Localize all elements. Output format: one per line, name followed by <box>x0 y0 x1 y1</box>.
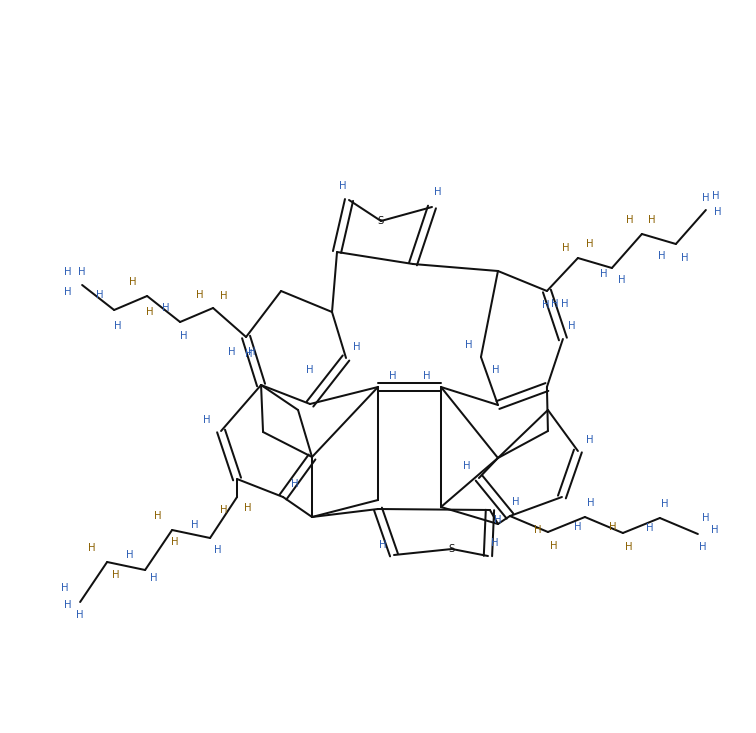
Text: H: H <box>181 331 187 341</box>
Text: H: H <box>569 321 575 331</box>
Text: H: H <box>191 520 199 530</box>
Text: H: H <box>154 511 162 521</box>
Text: H: H <box>64 287 72 297</box>
Text: H: H <box>618 275 626 285</box>
Text: H: H <box>465 340 472 350</box>
Text: H: H <box>714 207 721 217</box>
Text: H: H <box>214 545 222 555</box>
Text: H: H <box>600 269 608 279</box>
Text: H: H <box>61 583 69 593</box>
Text: H: H <box>512 497 519 507</box>
Text: H: H <box>491 538 499 548</box>
Text: H: H <box>699 542 707 552</box>
Text: H: H <box>172 537 179 547</box>
Text: H: H <box>64 600 72 610</box>
Text: H: H <box>96 290 104 300</box>
Text: S: S <box>449 544 455 554</box>
Text: H: H <box>626 215 634 225</box>
Text: H: H <box>306 365 314 375</box>
Text: H: H <box>562 243 570 253</box>
Text: H: H <box>76 610 84 620</box>
Text: H: H <box>648 215 655 225</box>
Text: H: H <box>339 181 347 191</box>
Text: H: H <box>551 299 559 309</box>
Text: H: H <box>163 303 170 313</box>
Text: H: H <box>147 307 154 317</box>
Text: H: H <box>587 498 595 508</box>
Text: H: H <box>702 193 710 203</box>
Text: H: H <box>88 543 96 553</box>
Text: S: S <box>378 216 384 226</box>
Text: H: H <box>658 251 665 261</box>
Text: H: H <box>150 573 158 583</box>
Text: H: H <box>561 299 569 309</box>
Text: H: H <box>244 503 252 513</box>
Text: H: H <box>625 542 633 552</box>
Text: H: H <box>550 541 558 551</box>
Text: H: H <box>228 347 236 357</box>
Text: H: H <box>353 342 361 352</box>
Text: H: H <box>423 371 431 381</box>
Text: H: H <box>389 371 397 381</box>
Text: H: H <box>245 349 253 359</box>
Text: H: H <box>542 300 550 310</box>
Text: H: H <box>203 415 211 425</box>
Text: H: H <box>586 239 593 249</box>
Text: H: H <box>380 540 387 550</box>
Text: H: H <box>702 513 710 523</box>
Text: H: H <box>113 570 120 580</box>
Text: H: H <box>646 523 654 533</box>
Text: H: H <box>712 191 720 201</box>
Text: H: H <box>534 525 542 535</box>
Text: H: H <box>129 277 137 287</box>
Text: H: H <box>114 321 122 331</box>
Text: H: H <box>586 435 593 445</box>
Text: H: H <box>64 267 72 277</box>
Text: H: H <box>609 522 617 532</box>
Text: H: H <box>463 461 471 471</box>
Text: H: H <box>220 291 228 301</box>
Text: H: H <box>220 505 228 515</box>
Text: H: H <box>434 187 442 197</box>
Text: H: H <box>197 290 204 300</box>
Text: H: H <box>79 267 86 277</box>
Text: H: H <box>291 479 299 489</box>
Text: H: H <box>126 550 134 560</box>
Text: H: H <box>681 253 689 263</box>
Text: H: H <box>494 515 502 525</box>
Text: H: H <box>492 365 500 375</box>
Text: H: H <box>248 347 256 357</box>
Text: H: H <box>711 525 719 535</box>
Text: H: H <box>662 499 668 509</box>
Text: H: H <box>574 522 581 532</box>
